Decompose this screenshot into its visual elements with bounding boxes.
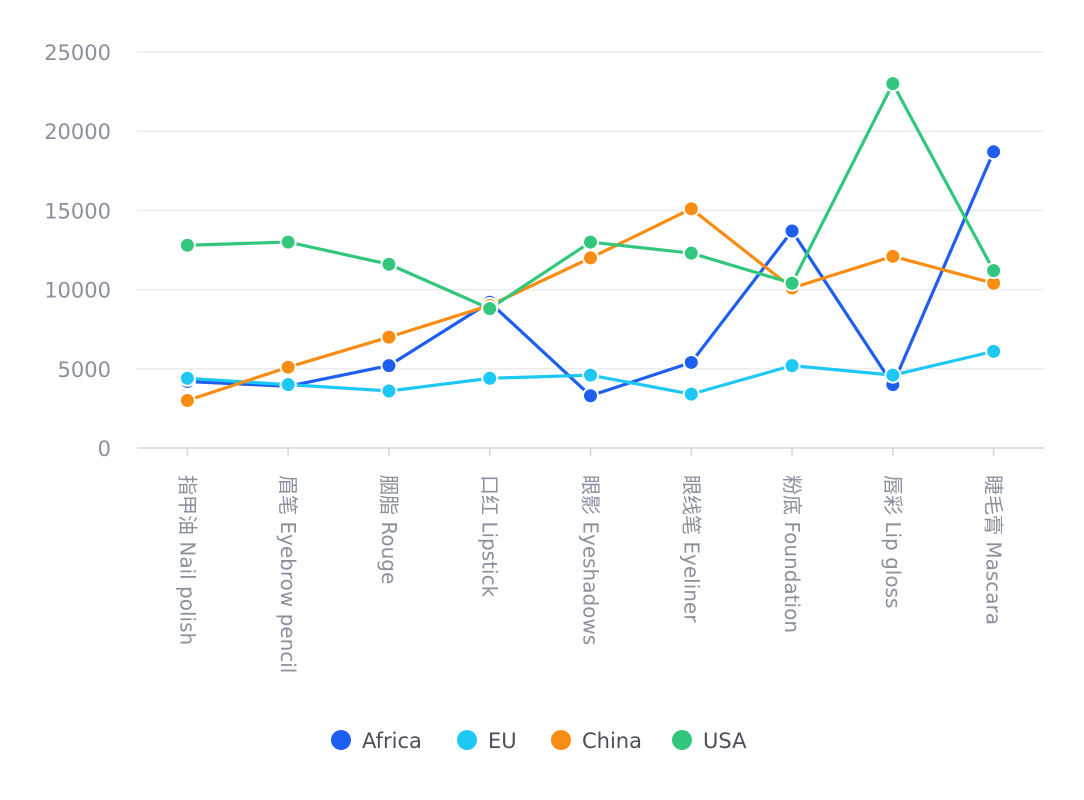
legend-label: USA (703, 729, 747, 753)
legend[interactable]: Africa EU China USA (331, 729, 747, 753)
data-point-eu[interactable] (985, 342, 1003, 360)
data-point-usa[interactable] (380, 255, 398, 273)
data-point-africa[interactable] (783, 222, 801, 240)
data-point-eu[interactable] (582, 366, 599, 384)
legend-label: EU (488, 729, 517, 753)
data-point-usa[interactable] (682, 244, 700, 262)
data-point-usa[interactable] (178, 236, 196, 254)
data-point-china[interactable] (380, 328, 398, 346)
legend-marker (672, 730, 692, 750)
data-point-eu[interactable] (682, 385, 700, 403)
data-point-eu[interactable] (884, 366, 902, 384)
data-point-china[interactable] (884, 247, 902, 265)
y-tick-label: 10000 (44, 279, 111, 303)
x-category-label: 唇彩 Lip gloss (881, 475, 905, 608)
legend-marker (331, 730, 351, 750)
data-point-usa[interactable] (783, 274, 801, 292)
data-point-china[interactable] (279, 358, 297, 376)
y-tick-label: 20000 (44, 120, 111, 144)
series-line-usa (185, 82, 996, 311)
data-point-africa[interactable] (985, 143, 1003, 161)
y-tick-label: 0 (98, 437, 111, 461)
x-axis: 指甲油 Nail polish 眉笔 Eyebrow pencil 胭脂 Rouge… (137, 447, 1044, 673)
y-tick-label: 5000 (58, 358, 111, 382)
data-point-china[interactable] (582, 249, 599, 267)
data-point-eu[interactable] (380, 382, 398, 400)
data-point-usa[interactable] (279, 233, 297, 251)
x-category-label: 眉笔 Eyebrow pencil (276, 475, 300, 673)
legend-item-usa[interactable]: USA (672, 729, 747, 753)
data-point-africa[interactable] (380, 357, 398, 375)
legend-marker (457, 730, 477, 750)
x-category-label: 睫毛膏 Mascara (982, 475, 1006, 625)
legend-label: China (582, 729, 642, 753)
grid (137, 51, 1044, 370)
series-points (178, 75, 1003, 409)
series-line-africa (185, 150, 996, 398)
x-category-label: 粉底 Foundation (780, 475, 804, 633)
legend-marker (551, 730, 571, 750)
legend-item-africa[interactable]: Africa (331, 729, 422, 753)
legend-label: Africa (362, 729, 422, 753)
x-category-label: 眼影 Eyeshadows (579, 475, 603, 645)
y-tick-label: 25000 (44, 41, 111, 65)
y-tick-label: 15000 (44, 199, 111, 223)
data-point-usa[interactable] (985, 262, 1003, 280)
data-point-usa[interactable] (884, 75, 902, 93)
data-point-usa[interactable] (582, 233, 599, 251)
data-point-eu[interactable] (279, 376, 297, 394)
legend-item-china[interactable]: China (551, 729, 642, 753)
x-category-label: 胭脂 Rouge (377, 475, 401, 584)
data-point-africa[interactable] (682, 353, 700, 371)
legend-item-eu[interactable]: EU (457, 729, 517, 753)
x-category-label: 眼线笔 Eyeliner (679, 475, 703, 623)
data-point-usa[interactable] (481, 300, 499, 318)
data-point-china[interactable] (178, 391, 196, 409)
data-point-china[interactable] (682, 200, 700, 218)
x-category-label: 口红 Lipstick (478, 475, 502, 598)
data-point-eu[interactable] (481, 369, 499, 387)
data-point-eu[interactable] (178, 369, 196, 387)
x-category-label: 指甲油 Nail polish (175, 475, 199, 645)
y-axis-ticks: 0 5000 10000 15000 20000 25000 (44, 41, 111, 461)
data-point-africa[interactable] (582, 387, 599, 405)
data-point-eu[interactable] (783, 357, 801, 375)
